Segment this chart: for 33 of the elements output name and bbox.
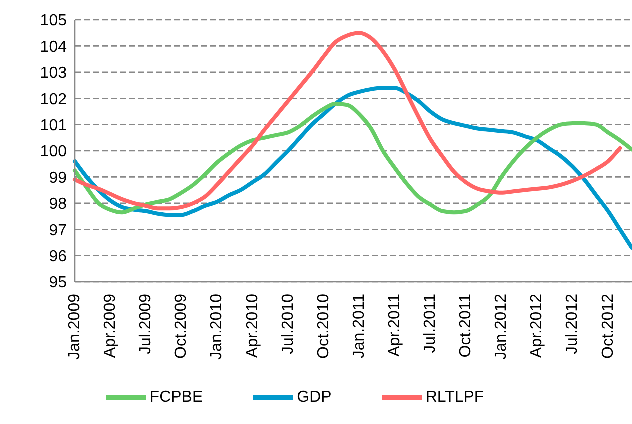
legend-label: RLTLPF <box>426 389 484 406</box>
legend-label: GDP <box>297 389 332 406</box>
x-tick-label: Jan.2009 <box>66 294 84 360</box>
x-tick-label: Jul.2009 <box>138 294 155 354</box>
x-tick-label: Apr.2009 <box>102 294 120 358</box>
y-tick-label: 105 <box>40 12 68 30</box>
x-tick-label: Oct.2010 <box>315 294 332 359</box>
x-tick-label: Apr.2010 <box>244 294 262 358</box>
x-tick-label: Jan.2011 <box>350 294 368 359</box>
y-tick-label: 100 <box>40 144 68 161</box>
line-series <box>73 86 632 250</box>
x-tick-label: Jul.2011 <box>422 294 440 354</box>
y-tick-label: 98 <box>49 196 68 214</box>
legend-label: FCPBE <box>150 389 204 406</box>
x-tick-label: Jan.2010 <box>208 294 226 360</box>
y-tick-label: 95 <box>49 274 68 292</box>
x-tick-label: Oct.2009 <box>173 294 190 359</box>
x-tick-label: Jul.2010 <box>280 294 297 354</box>
x-tick-label: Apr.2011 <box>386 294 404 357</box>
x-tick-label: Jul.2012 <box>564 294 582 354</box>
y-tick-label: 96 <box>49 248 68 266</box>
y-tick-label: 103 <box>40 65 68 82</box>
x-tick-label: Jan.2012 <box>493 294 510 360</box>
y-tick-label: 101 <box>40 117 68 134</box>
x-tick-label: Oct.2011 <box>458 294 475 358</box>
y-tick-label: 104 <box>40 38 68 56</box>
line-series <box>73 102 632 215</box>
y-tick-label: 99 <box>49 170 68 187</box>
y-tick-label: 97 <box>49 222 68 240</box>
y-tick-label: 102 <box>40 91 68 108</box>
line-series <box>73 31 622 211</box>
x-tick-label: Oct.2012 <box>600 294 617 359</box>
x-tick-label: Apr.2012 <box>528 294 546 358</box>
